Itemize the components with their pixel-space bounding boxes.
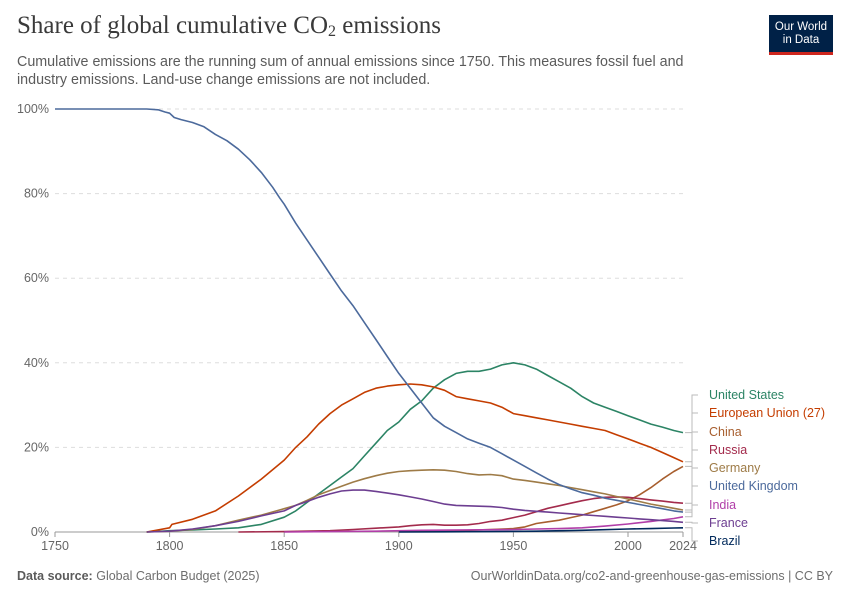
label-connector bbox=[685, 504, 698, 518]
x-tick-label: 1850 bbox=[270, 539, 298, 553]
series-label-united-states: United States bbox=[709, 388, 784, 402]
title-subscript: 2 bbox=[328, 23, 337, 40]
label-connector bbox=[685, 485, 698, 513]
y-tick-label: 60% bbox=[24, 271, 49, 285]
series-line-germany bbox=[146, 469, 684, 533]
series-label-russia: Russia bbox=[709, 443, 747, 457]
label-connector bbox=[685, 527, 698, 542]
footer-url[interactable]: OurWorldinData.org/co2-and-greenhouse-ga… bbox=[470, 569, 833, 583]
chart-subtitle: Cumulative emissions are the running sum… bbox=[17, 54, 684, 88]
series-label-united-kingdom: United Kingdom bbox=[709, 479, 798, 493]
logo-line-2: in Data bbox=[782, 33, 820, 46]
y-tick-label: 0% bbox=[31, 525, 49, 539]
series-label-germany: Germany bbox=[709, 461, 761, 475]
series-line-russia bbox=[238, 496, 684, 533]
owid-logo[interactable]: Our World in Data bbox=[769, 15, 833, 55]
data-source-value[interactable]: Global Carbon Budget (2025) bbox=[96, 569, 260, 583]
x-tick-label: 1750 bbox=[41, 539, 69, 553]
label-connector bbox=[685, 521, 698, 524]
x-tick-label: 1800 bbox=[156, 539, 184, 553]
series-label-brazil: Brazil bbox=[709, 534, 740, 548]
y-tick-label: 20% bbox=[24, 440, 49, 454]
x-tick-label: 2000 bbox=[614, 539, 642, 553]
x-tick-label: 1950 bbox=[499, 539, 527, 553]
label-connector bbox=[685, 431, 698, 467]
series-label-china: China bbox=[709, 425, 742, 439]
y-tick-label: 80% bbox=[24, 187, 49, 201]
series-label-france: France bbox=[709, 516, 748, 530]
title-end: emissions bbox=[336, 12, 441, 39]
y-tick-label: 40% bbox=[24, 356, 49, 370]
series-label-european-union-27-: European Union (27) bbox=[709, 406, 825, 420]
series-line-brazil bbox=[398, 527, 684, 533]
series-line-united-kingdom bbox=[55, 108, 684, 513]
series-line-india bbox=[284, 516, 684, 533]
title-main: Share of global cumulative CO bbox=[17, 12, 329, 39]
data-source: Data source: Global Carbon Budget (2025) bbox=[17, 569, 260, 583]
y-tick-label: 100% bbox=[17, 102, 49, 116]
series-label-india: India bbox=[709, 498, 736, 512]
series-line-united-states bbox=[146, 362, 684, 533]
logo-line-1: Our World bbox=[774, 20, 828, 33]
series-line-france bbox=[146, 489, 684, 533]
data-source-label: Data source: bbox=[17, 569, 93, 583]
x-tick-label: 1900 bbox=[385, 539, 413, 553]
chart-title: Share of global cumulative CO2 emissions bbox=[17, 12, 441, 41]
series-line-european-union-27- bbox=[146, 383, 684, 533]
x-tick-label: 2024 bbox=[669, 539, 697, 553]
